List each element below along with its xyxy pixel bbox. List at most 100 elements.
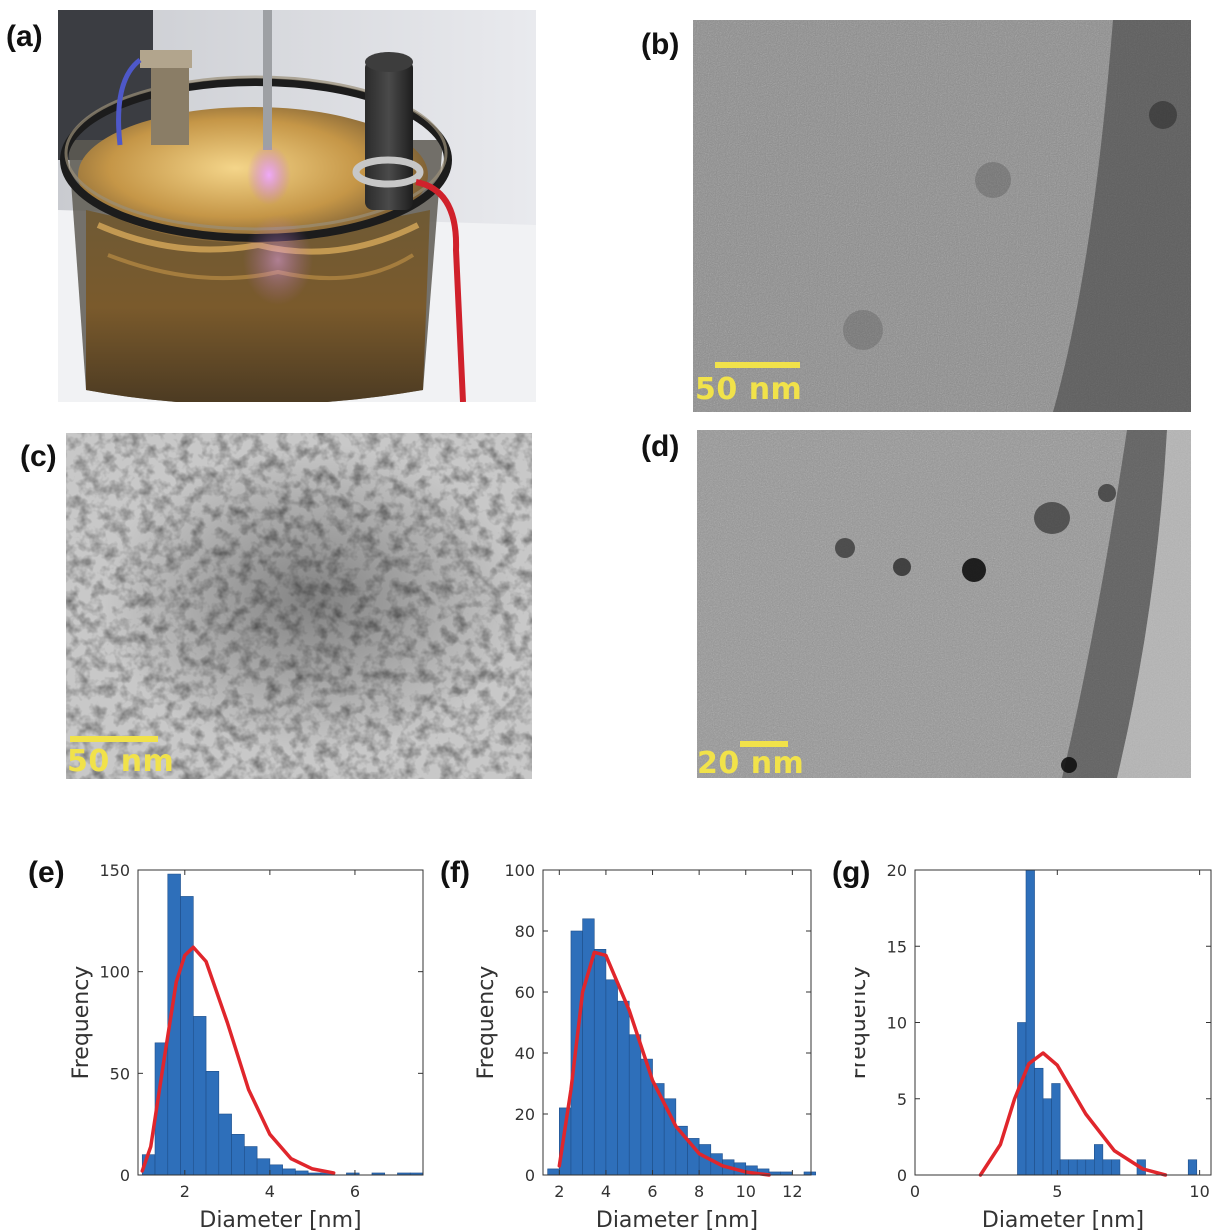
nanoparticle: [962, 558, 986, 582]
nanoparticle: [1034, 502, 1070, 534]
histogram-bar: [1102, 1159, 1112, 1176]
tem-image-c: [66, 433, 532, 779]
y-tick-label: 10: [887, 1014, 907, 1033]
vacuum-region: [1117, 430, 1191, 778]
histogram-bar: [231, 1134, 245, 1176]
y-axis-label: Frequency: [474, 966, 499, 1080]
y-tick-label: 80: [515, 922, 535, 941]
scalebar-label-c: 50 nm: [67, 744, 175, 779]
histogram-bar: [1094, 1144, 1104, 1176]
tem-texture-c: [66, 433, 532, 779]
histogram-bar: [256, 1158, 271, 1176]
histogram-bar: [180, 896, 194, 1176]
x-axis-label: Diameter [nm]: [982, 1208, 1144, 1232]
plot-frame: [542, 869, 812, 1176]
panel-label-g: (g): [832, 856, 871, 889]
liquid: [86, 210, 430, 402]
y-axis-label: Frequency: [69, 966, 94, 1080]
x-tick-label: 0: [910, 1182, 920, 1201]
panel-label-c: (c): [20, 440, 57, 473]
x-tick-label: 8: [694, 1182, 704, 1201]
plot-frame: [137, 869, 424, 1176]
y-tick-label: 60: [515, 983, 535, 1002]
histogram-bar: [1051, 1083, 1061, 1176]
histogram-e: 2 4 6 0 50 100 150 Diameter [nm] Frequency: [58, 855, 433, 1232]
histogram-bar: [1076, 1159, 1087, 1176]
plot-frame: [914, 869, 1212, 1176]
histogram-bar: [1085, 1159, 1095, 1176]
histogram-bar: [218, 1113, 232, 1176]
y-tick-label: 150: [99, 861, 130, 880]
x-axis-label: Diameter [nm]: [199, 1208, 361, 1232]
nanoparticle: [893, 558, 911, 576]
x-tick-label: 5: [1052, 1182, 1062, 1201]
histogram-bar: [1187, 1159, 1198, 1176]
histogram-bar: [547, 1168, 560, 1176]
fit-curve: [978, 1051, 1168, 1177]
histogram-g: 0 5 10 0 5 10 15 20 Diameter [nm] Frequency: [855, 855, 1213, 1232]
x-tick-label: 4: [601, 1182, 611, 1201]
plasma-glow: [247, 145, 291, 205]
red-wire: [415, 179, 466, 402]
y-tick-label: 50: [110, 1064, 130, 1083]
x-tick-label: 2: [180, 1182, 190, 1201]
nanoparticle: [835, 538, 855, 558]
panel-label-d: (d): [641, 430, 680, 463]
tem-image-d: [697, 430, 1191, 778]
y-tick-label: 100: [99, 963, 130, 982]
y-tick-label: 5: [897, 1090, 907, 1109]
tem-image-b: [693, 20, 1191, 412]
histogram-bar: [269, 1164, 283, 1176]
x-axis-label: Diameter [nm]: [596, 1208, 758, 1232]
histogram-bar: [1025, 869, 1035, 1176]
blue-wire: [116, 57, 142, 146]
fit-curve: [140, 945, 336, 1175]
histogram-bar: [1042, 1098, 1052, 1176]
x-tick-label: 4: [265, 1182, 275, 1201]
nanoparticle: [1098, 484, 1116, 502]
foil-electrode-top: [140, 50, 192, 68]
y-tick-label: 40: [515, 1044, 535, 1063]
histogram-bar: [192, 1016, 207, 1176]
x-tick-label: 10: [1189, 1182, 1209, 1201]
y-tick-label: 0: [525, 1166, 535, 1185]
histogram-bar: [617, 1000, 630, 1176]
histogram-bar: [1111, 1159, 1121, 1176]
tem-texture-b: [693, 20, 1191, 412]
histogram-bar: [593, 949, 607, 1176]
graphite-electrode: [365, 60, 413, 210]
y-axis-label: Frequency: [855, 966, 871, 1080]
x-tick-label: 12: [782, 1182, 802, 1201]
panel-label-f: (f): [440, 856, 470, 889]
plasma-glow-below: [243, 215, 313, 305]
histogram-bar: [295, 1170, 309, 1176]
histogram-bar: [282, 1168, 296, 1176]
reactor-schematic-image: [58, 10, 536, 402]
scalebar-line-b: [715, 362, 800, 368]
panel-label-e: (e): [28, 856, 65, 889]
carbon-film-band: [1062, 430, 1167, 778]
foil-electrode: [151, 55, 189, 145]
panel-label-a: (a): [6, 20, 43, 53]
histogram-bar: [1017, 1022, 1027, 1176]
scalebar-label-d: 20 nm: [697, 746, 805, 781]
x-tick-label: 2: [554, 1182, 564, 1201]
electrode-collar: [352, 156, 424, 188]
scalebar-label-b: 50 nm: [695, 372, 803, 407]
panel-label-b: (b): [641, 28, 680, 61]
graphite-electrode-top: [365, 52, 413, 72]
histogram-f-svg: 2 4 6 8 10 12 0 20 40 60 80 100 Diameter [nm] Frequen…: [474, 861, 816, 1232]
histogram-bar: [605, 979, 618, 1176]
x-tick-label: 6: [647, 1182, 657, 1201]
histogram-bar: [628, 1034, 642, 1176]
x-tick-label: 10: [736, 1182, 756, 1201]
x-tick-label: 6: [350, 1182, 360, 1201]
y-tick-label: 15: [887, 937, 907, 956]
histogram-bar: [205, 1071, 220, 1176]
histogram-g-svg: 0 5 10 0 5 10 15 20 Diameter [nm] Frequency: [855, 861, 1212, 1232]
y-tick-label: 20: [887, 861, 907, 880]
histogram-bar: [1068, 1159, 1078, 1176]
nanoparticle: [1061, 757, 1077, 773]
y-tick-label: 100: [504, 861, 535, 880]
tem-texture-d: [697, 430, 1191, 778]
